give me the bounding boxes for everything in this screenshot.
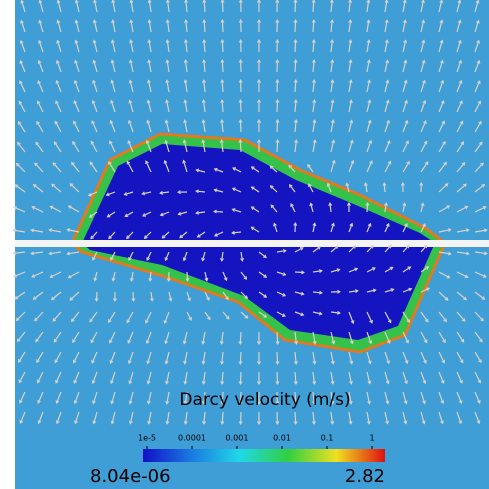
vector-arrow <box>295 0 296 12</box>
vector-arrow <box>240 100 241 112</box>
vector-arrow <box>240 372 241 384</box>
vector-arrow <box>240 120 241 132</box>
min-label: 8.04e-06 <box>90 466 171 487</box>
colorbar-tick-label: 0.01 <box>273 434 291 443</box>
max-label: 2.82 <box>345 466 385 487</box>
vector-arrow <box>295 20 296 32</box>
vector-arrow <box>222 40 223 52</box>
vector-arrow <box>295 60 296 72</box>
vector-arrow <box>222 0 223 12</box>
vector-arrow <box>277 332 278 344</box>
vector-arrow <box>240 352 241 364</box>
vector-arrow <box>277 140 278 152</box>
colorbar-tick-label: 0.001 <box>226 434 249 443</box>
visualization: Darcy velocity (m/s) 1e-5 0.0001 0.001 0.01… <box>0 0 489 489</box>
page: {"legend": {"title": "Darcy velocity (m/… <box>0 0 489 489</box>
colorbar <box>143 449 385 462</box>
vector-arrow <box>222 20 223 32</box>
colorbar-tick-label: 1e-5 <box>138 434 156 443</box>
colorbar-tick-label: 0.0001 <box>178 434 206 443</box>
colorbar-tick-label: 1 <box>369 434 374 443</box>
legend-title: Darcy velocity (m/s) <box>179 390 350 410</box>
vector-arrow <box>295 40 296 52</box>
colorbar-tick-label: 0.1 <box>321 434 334 443</box>
fracture <box>15 240 489 247</box>
vector-arrow <box>277 120 278 132</box>
vector-arrow <box>277 352 278 364</box>
